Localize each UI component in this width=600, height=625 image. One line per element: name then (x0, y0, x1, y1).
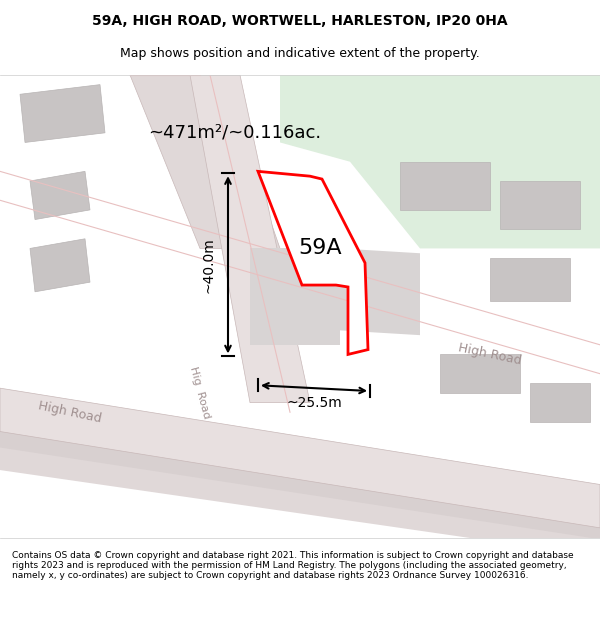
Text: 59A: 59A (298, 238, 342, 259)
Polygon shape (0, 422, 600, 542)
Text: ~471m²/~0.116ac.: ~471m²/~0.116ac. (148, 124, 322, 142)
Polygon shape (250, 248, 340, 345)
Text: Contains OS data © Crown copyright and database right 2021. This information is : Contains OS data © Crown copyright and d… (12, 551, 574, 581)
Polygon shape (400, 162, 490, 210)
Text: ~25.5m: ~25.5m (286, 396, 342, 409)
Polygon shape (500, 181, 580, 229)
Polygon shape (440, 354, 520, 393)
Text: High Road: High Road (37, 399, 103, 425)
Text: Map shows position and indicative extent of the property.: Map shows position and indicative extent… (120, 48, 480, 61)
Polygon shape (130, 75, 280, 248)
Polygon shape (0, 388, 600, 528)
Polygon shape (0, 441, 600, 557)
Polygon shape (258, 171, 368, 354)
Polygon shape (280, 75, 600, 248)
Polygon shape (30, 239, 90, 292)
Text: ~40.0m: ~40.0m (201, 237, 215, 292)
Polygon shape (340, 248, 420, 335)
Text: Hig  Road: Hig Road (188, 366, 212, 420)
Polygon shape (190, 75, 310, 402)
Text: 59A, HIGH ROAD, WORTWELL, HARLESTON, IP20 0HA: 59A, HIGH ROAD, WORTWELL, HARLESTON, IP2… (92, 14, 508, 28)
Polygon shape (20, 84, 105, 142)
Text: High Road: High Road (457, 341, 523, 367)
Polygon shape (30, 171, 90, 219)
Polygon shape (530, 383, 590, 422)
Polygon shape (490, 258, 570, 301)
